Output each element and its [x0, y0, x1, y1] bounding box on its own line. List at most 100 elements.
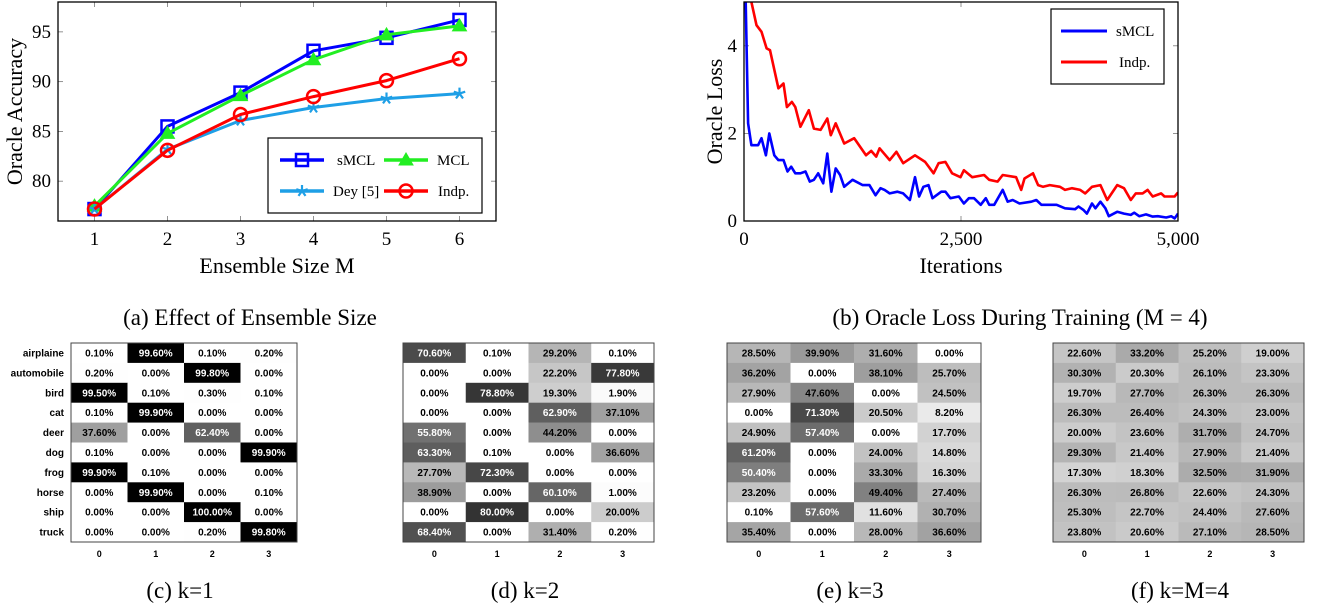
data-point-circle	[305, 88, 322, 105]
heatmap-cell-value: 14.80%	[932, 448, 966, 459]
heatmap-cell-value: 63.30%	[417, 448, 451, 459]
legend-marker	[295, 185, 309, 197]
heatmap-cell	[591, 442, 655, 463]
heatmap-cell	[71, 502, 128, 523]
row-label: ship	[43, 508, 64, 519]
heatmap-cell	[1115, 343, 1179, 364]
heatmap-cell	[790, 522, 855, 543]
legend: sMCL MCL Dey [5] Indp.	[267, 137, 483, 214]
row-label: cat	[50, 408, 65, 419]
heatmap-cell	[1053, 362, 1117, 384]
heatmap-cell	[1115, 362, 1179, 384]
heatmap-cell-value: 0.10%	[483, 348, 511, 359]
heatmap-cell	[1241, 362, 1305, 384]
heatmap-cell-value: 21.40%	[1130, 448, 1164, 459]
heatmap-cell	[1053, 343, 1117, 364]
heatmap-cell-value: 0.00%	[420, 368, 448, 379]
heatmap-cell-value: 25.70%	[932, 368, 966, 379]
heatmap-cell	[591, 462, 655, 483]
heatmap-cell	[71, 402, 128, 423]
heatmap-cell-value: 55.80%	[417, 428, 451, 439]
chart-1: 0 2,500 5,000 0 2 4 Iterations Oracle Loss (b) O…	[702, 1, 1208, 330]
heatmap-cell-value: 0.10%	[85, 408, 113, 419]
y-axis-label: Oracle Accuracy	[2, 38, 27, 185]
heatmap-cell-value: 0.00%	[198, 448, 226, 459]
heatmap-cell	[528, 343, 592, 364]
heatmap-cell	[591, 502, 655, 523]
heatmap-cell	[465, 482, 529, 503]
heatmap-cell-value: 0.20%	[85, 368, 113, 379]
heatmap-cell	[790, 422, 855, 443]
heatmap-cell-value: 100.00%	[193, 508, 233, 519]
heatmap-cell	[727, 502, 791, 523]
heatmap-cell	[1241, 502, 1305, 523]
heatmap-cell	[403, 442, 467, 463]
heatmap-cell	[528, 362, 592, 384]
legend-marker	[398, 183, 414, 199]
heatmap-cell	[403, 382, 467, 403]
legend-label: sMCL	[337, 153, 375, 169]
heatmap-cell	[1178, 402, 1242, 423]
series-line-0	[744, 2, 1178, 220]
row-label: truck	[40, 528, 65, 539]
column-label: 3	[266, 549, 271, 559]
legend-label: Indp.	[1119, 55, 1150, 71]
column-label: 2	[883, 549, 888, 559]
heatmap-cell	[1241, 402, 1305, 423]
heatmap-cell-value: 19.30%	[543, 388, 577, 399]
heatmap-cell-value: 0.00%	[808, 528, 836, 539]
heatmap-4-2: 28.50% 39.90% 31.60% 0.00% 36.20% 0.00% 38.10%…	[726, 342, 982, 603]
heatmap-cell-value: 28.50%	[742, 348, 776, 359]
heatmap-cell-value: 77.80%	[606, 368, 640, 379]
heatmap-cell-value: 62.90%	[543, 408, 577, 419]
heatmap-cell-value: 23.20%	[742, 488, 776, 499]
heatmap-cell-value: 68.40%	[417, 528, 451, 539]
series-line-1	[750, 2, 1178, 202]
heatmap-cell-value: 29.20%	[543, 348, 577, 359]
heatmap-cell	[240, 482, 298, 503]
heatmap-cell	[1241, 442, 1305, 463]
heatmap-cell-value: 0.10%	[255, 388, 283, 399]
heatmap-cell-value: 0.00%	[608, 428, 636, 439]
heatmap-cell-value: 99.90%	[252, 448, 286, 459]
heatmap-cell	[1178, 362, 1242, 384]
heatmap-cell	[1053, 442, 1117, 463]
heatmap-cell	[591, 362, 655, 384]
heatmap-cell-value: 99.60%	[139, 348, 173, 359]
heatmap-cell	[1241, 482, 1305, 503]
heatmap-cell	[917, 382, 982, 403]
heatmap-cell	[1241, 462, 1305, 483]
heatmap-cell-value: 23.00%	[1256, 408, 1290, 419]
heatmap-cell	[854, 502, 918, 523]
heatmap-cell	[917, 343, 982, 364]
heatmap-cell	[790, 462, 855, 483]
heatmap-cell-value: 0.00%	[483, 428, 511, 439]
heatmap-cell	[71, 362, 128, 384]
data-point-triangle	[378, 26, 395, 41]
heatmap-cell-value: 0.00%	[420, 388, 448, 399]
heatmap-cell-value: 30.70%	[932, 508, 966, 519]
chart-0: 1 2 3 4 5 6 80 85 90 95 Ensemble Size M Oracle Accu…	[2, 1, 497, 330]
series-line-3	[93, 57, 460, 211]
heatmap-cell	[528, 502, 592, 523]
column-label: 2	[557, 549, 562, 559]
heatmap-cell-value: 0.00%	[608, 468, 636, 479]
heatmap-cell	[240, 462, 298, 483]
heatmap-cell	[184, 462, 241, 483]
heatmap-cell	[71, 343, 128, 364]
heatmap-cell	[1178, 522, 1242, 543]
heatmap-cell	[854, 522, 918, 543]
heatmap-cell	[591, 482, 655, 503]
heatmap-cell	[854, 382, 918, 403]
heatmap-cell	[71, 442, 128, 463]
heatmap-cell	[465, 522, 529, 543]
heatmap-cell	[71, 522, 128, 543]
heatmap-cell-value: 0.00%	[935, 348, 963, 359]
heatmap-cell	[465, 343, 529, 364]
heatmap-cell	[465, 382, 529, 403]
heatmap-cell-value: 0.20%	[198, 528, 226, 539]
heatmap-cell-value: 0.00%	[483, 368, 511, 379]
heatmap-cell	[1241, 382, 1305, 403]
column-label: 2	[1207, 549, 1212, 559]
